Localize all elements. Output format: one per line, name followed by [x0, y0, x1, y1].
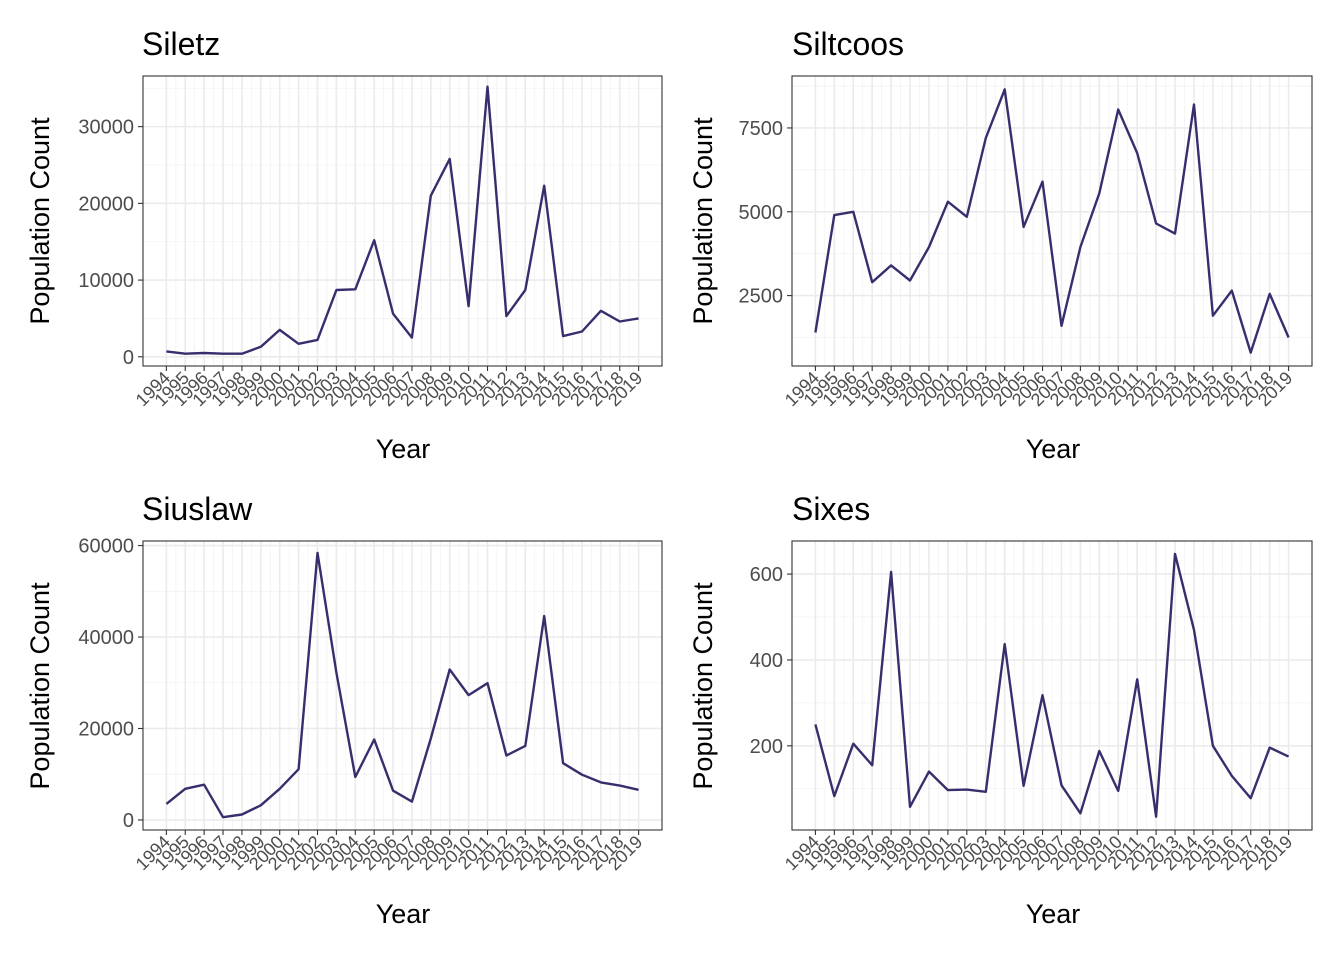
series-line [165, 551, 639, 819]
y-axis-label: Population Count [25, 582, 55, 790]
y-tick-label: 7500 [739, 118, 784, 140]
series-line [166, 85, 639, 355]
panel-title: Siletz [142, 26, 220, 62]
line-layer [814, 552, 1290, 818]
line-layer [165, 551, 639, 819]
y-tick-label: 400 [750, 650, 783, 672]
line-layer [814, 88, 1290, 354]
y-tick-label: 600 [750, 564, 783, 586]
grid-lines [792, 541, 1312, 830]
x-axis: 1994199519961997199819992000200120022003… [132, 366, 646, 410]
panel-border [791, 540, 1313, 831]
x-axis-label: Year [1026, 434, 1081, 464]
chart-panel-siletz: Siletz 0 10000 20000 30000 1994199519961997… [25, 26, 663, 464]
grid-lines [143, 541, 662, 830]
y-axis: 0 20000 40000 60000 [78, 536, 143, 832]
y-tick-label: 5000 [739, 202, 784, 224]
x-axis-label: Year [376, 899, 431, 929]
panel-title: Siltcoos [792, 26, 904, 62]
y-tick-label: 0 [123, 347, 134, 369]
x-axis-label: Year [1026, 899, 1081, 929]
y-tick-label: 200 [750, 736, 783, 758]
y-tick-label: 40000 [78, 627, 134, 649]
y-tick-label: 20000 [78, 718, 134, 740]
y-axis: 200 400 600 [750, 564, 792, 758]
chart-panel-siuslaw: Siuslaw 0 20000 40000 60000 199419951996199… [25, 491, 663, 929]
panel-border [791, 75, 1313, 367]
y-tick-label: 30000 [78, 117, 134, 139]
y-axis-label: Population Count [25, 117, 55, 325]
x-axis-label: Year [376, 434, 431, 464]
panel-border [142, 540, 663, 831]
line-layer [166, 85, 639, 355]
x-axis: 1994199519961997199819992000200120022003… [132, 830, 646, 874]
chart-panel-siltcoos: Siltcoos 2500 5000 7500 199419951996199719… [688, 26, 1313, 464]
y-axis: 2500 5000 7500 [739, 118, 792, 308]
y-tick-label: 60000 [78, 536, 134, 558]
series-line [814, 88, 1290, 354]
y-tick-label: 2500 [739, 286, 784, 308]
y-axis-label: Population Count [688, 117, 718, 325]
series-line [814, 552, 1290, 818]
panel-title: Siuslaw [142, 491, 253, 527]
y-tick-label: 10000 [78, 270, 134, 292]
y-axis-label: Population Count [688, 582, 718, 790]
y-tick-label: 0 [123, 810, 134, 832]
panel-title: Sixes [792, 491, 870, 527]
y-tick-label: 20000 [78, 193, 134, 215]
x-axis: 1994199519961997199819992000200120022003… [781, 366, 1296, 410]
grid-lines [792, 76, 1312, 366]
panel-border [142, 75, 663, 367]
y-axis: 0 10000 20000 30000 [78, 117, 143, 369]
grid-lines [143, 76, 662, 366]
